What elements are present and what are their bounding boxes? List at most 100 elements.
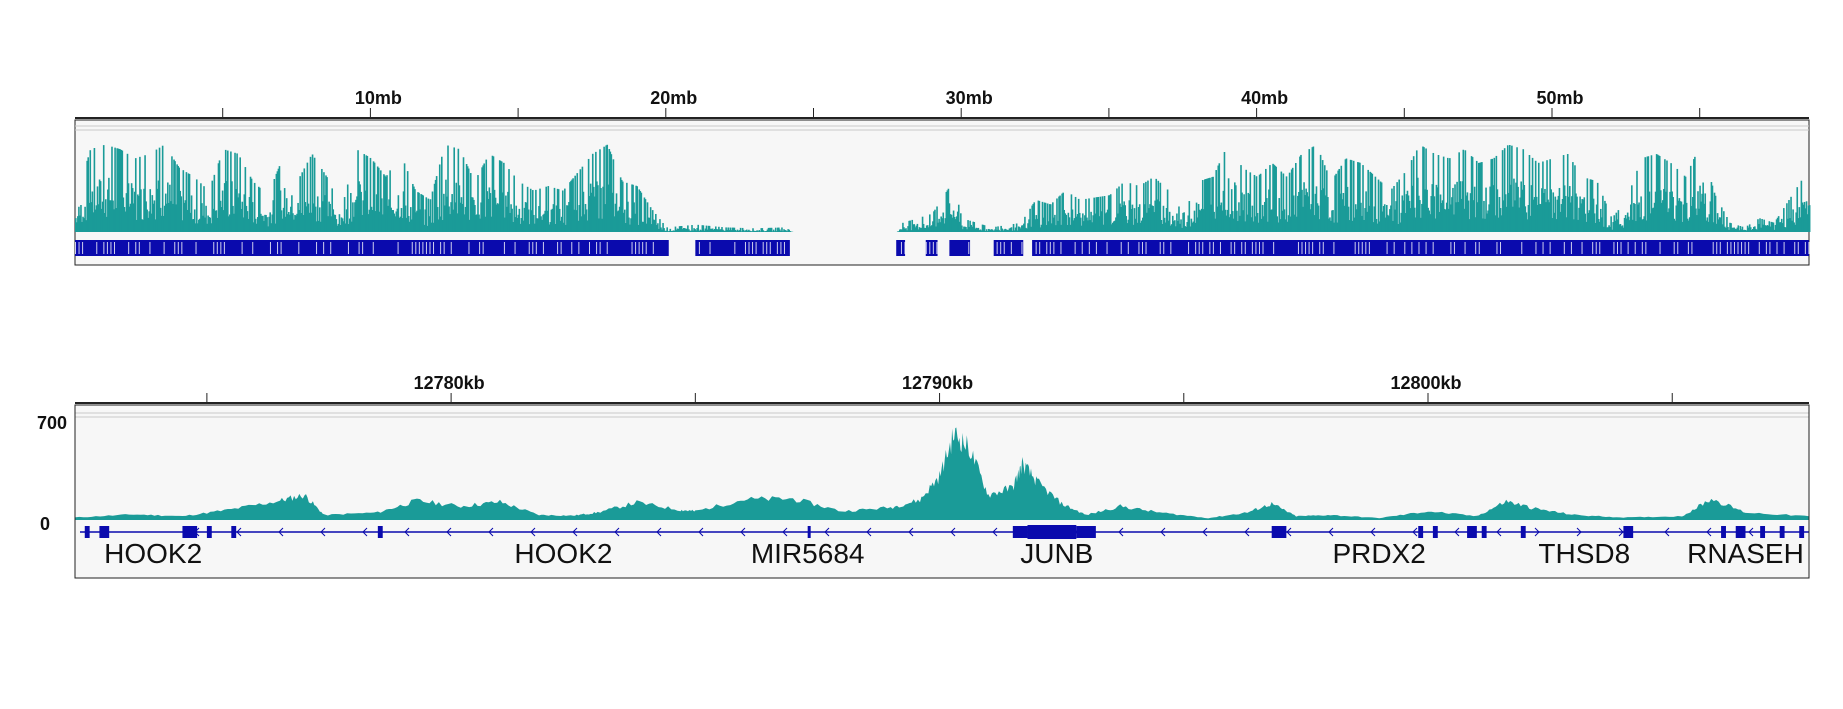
gene-label[interactable]: JUNB [1020,538,1093,569]
coverage-bar [348,218,351,232]
gene-gap [177,242,179,254]
gene-gap [110,242,112,254]
coverage-bar [761,228,764,232]
gene-gap [1687,242,1689,254]
coverage-bar [1139,222,1142,232]
coverage-bar [1093,197,1095,232]
coverage-bar [1024,216,1026,232]
coverage-bar [1740,229,1743,232]
coverage-bar [748,229,750,232]
coverage-bar [1498,197,1501,232]
coverage-bar [1637,204,1639,232]
coverage-bar [1322,188,1325,232]
coverage-bar [911,219,914,232]
coverage-bar [1629,204,1632,232]
coverage-bar [634,213,636,232]
gene-label[interactable]: PRDX2 [1332,538,1425,569]
coverage-bar [417,192,419,232]
coverage-bar [502,192,504,232]
gene-label[interactable]: THSD8 [1538,538,1630,569]
coverage-bar [1512,206,1514,232]
coverage-bar [1207,178,1209,232]
coverage-bar [1340,165,1343,232]
coverage-bar [1158,201,1161,232]
coverage-bar [1152,205,1154,232]
coverage-bar [733,227,736,232]
coverage-bar [466,166,469,232]
coverage-bar [1237,221,1239,232]
coverage-bar [1760,227,1762,232]
coverage-bar [347,224,350,232]
coverage-bar [678,226,681,232]
coverage-bar [124,211,127,232]
coverage-bar [276,171,279,232]
coverage-bar [134,158,137,232]
coverage-bar [1460,198,1463,232]
coverage-bar [758,230,761,232]
coverage-bar [213,174,216,232]
coverage-bar [1758,223,1760,232]
coverage-bar [676,228,679,232]
gene-label[interactable]: HOOK2 [104,538,202,569]
gene-label[interactable]: HOOK2 [514,538,612,569]
coverage-bar [611,192,614,232]
coverage-bar [345,209,348,232]
gene-gap [528,242,530,254]
coverage-bar [1578,207,1580,232]
coverage-bar [1025,227,1027,232]
coverage-bar [620,179,623,232]
coverage-bar [181,220,184,232]
coverage-bar [100,208,103,232]
coverage-bar [1754,226,1756,232]
coverage-bar [509,212,511,232]
gene-gap [1354,242,1356,254]
coverage-bar [1046,203,1049,232]
gene-gap [1659,242,1661,254]
coverage-bar [500,161,503,232]
coverage-bar [1793,222,1795,232]
coverage-bar [542,214,544,232]
gene-label[interactable]: MIR5684 [751,538,865,569]
coverage-bar [1600,208,1602,232]
coverage-bar [1204,179,1206,232]
coverage-bar [706,229,709,232]
gene-gap [269,242,271,254]
coverage-bar [1620,226,1623,232]
coverage-bar [1073,218,1076,232]
coverage-bar [177,165,179,232]
coverage-bar [1001,228,1003,232]
coverage-bar [1432,152,1435,232]
gene-gap [1046,242,1048,254]
coverage-bar [539,188,541,232]
gene-gap [925,242,927,254]
coverage-bar [1499,208,1502,232]
coverage-bar [1327,197,1329,232]
coverage-bar [972,221,975,232]
coverage-bar [1596,182,1599,232]
coverage-bar [1677,200,1680,232]
coverage-bar [1547,199,1549,232]
exon [1760,526,1766,538]
coverage-bar [483,163,485,232]
coverage-bar [1366,211,1368,232]
coverage-bar [1177,220,1179,232]
coverage-bar [137,194,139,232]
gene-label[interactable]: RNASEH [1687,538,1804,569]
coverage-bar [1652,207,1655,232]
coverage-bar [486,191,489,232]
strand-arrow [1244,527,1250,537]
strand-arrow [1370,527,1376,537]
coverage-bar [1794,224,1796,232]
coverage-bar [1048,204,1051,232]
gene-gap [698,242,700,254]
coverage-bar [690,230,692,232]
coverage-bar [325,175,327,232]
gene-gap [1794,242,1796,254]
coverage-bar [1395,201,1397,232]
coverage-bar [909,220,911,232]
coverage-bar [210,223,213,232]
coverage-bar [142,219,144,232]
coverage-bar [1132,224,1135,232]
gene-gap [1411,242,1413,254]
coverage-bar [437,219,440,232]
